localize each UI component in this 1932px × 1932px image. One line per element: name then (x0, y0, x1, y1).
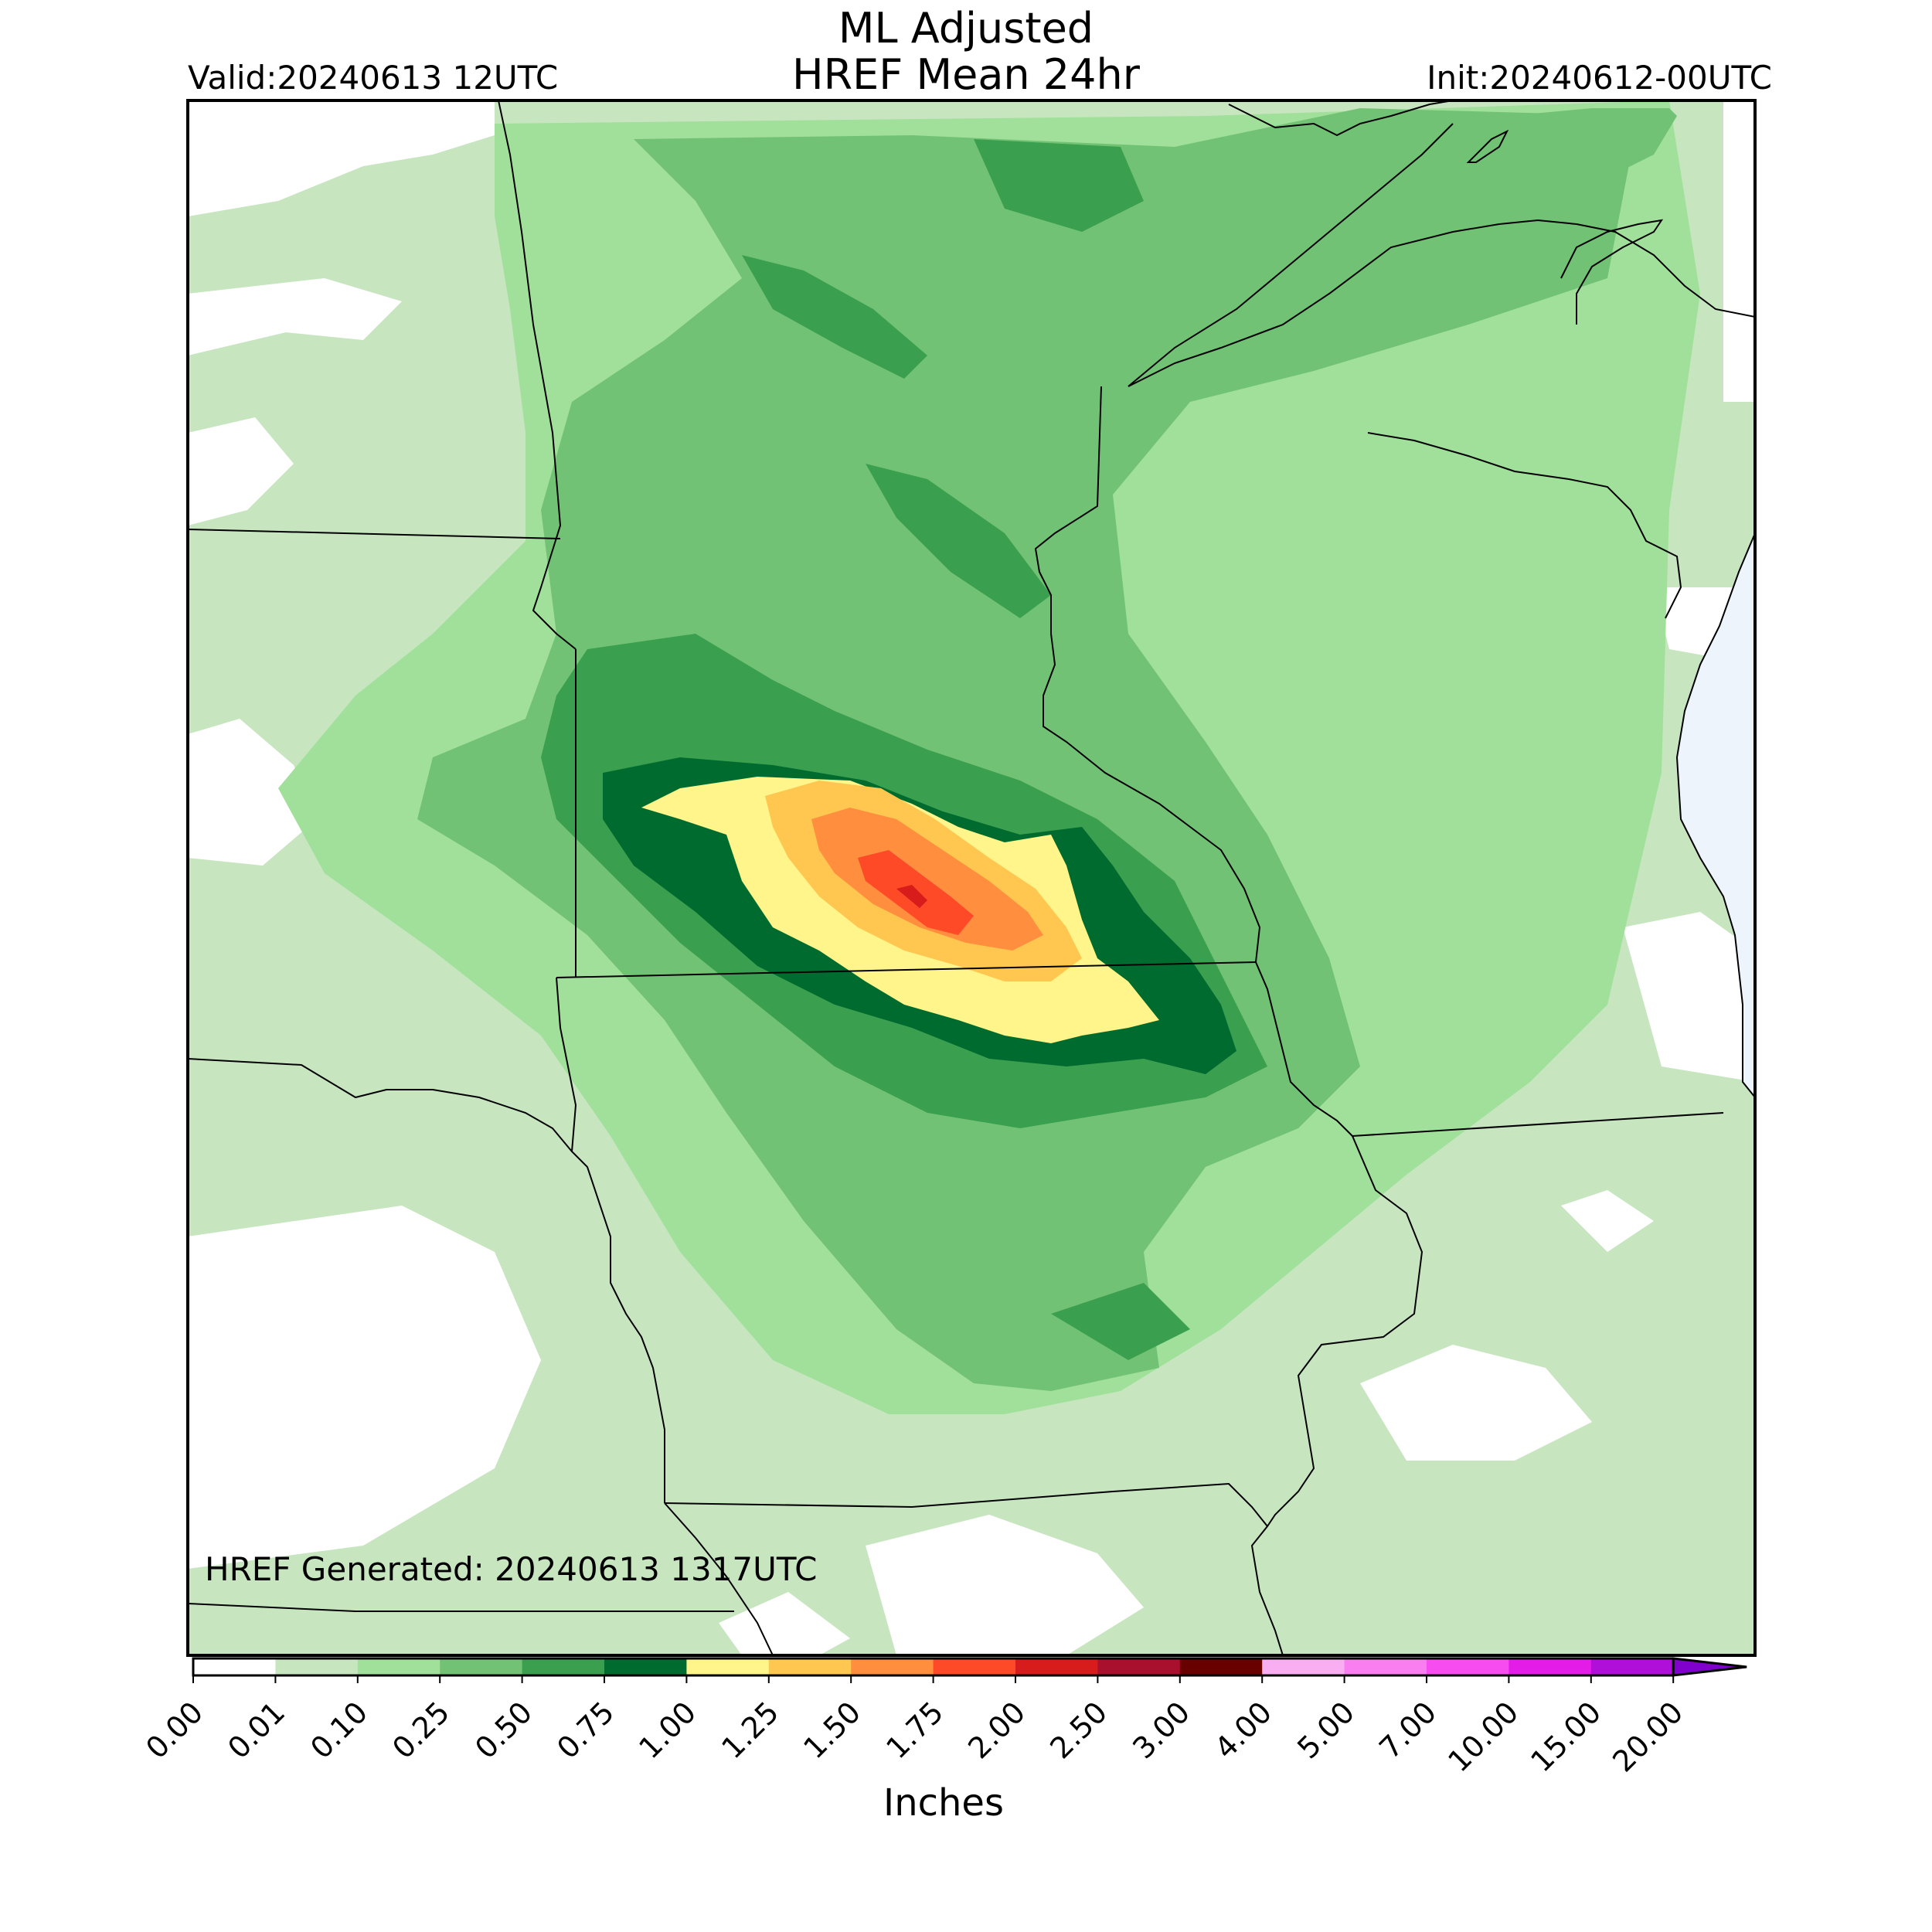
lake-superior-south-shore (1128, 219, 1755, 387)
colorbar-units-label: Inches (883, 1781, 1004, 1825)
mississippi-river (1250, 961, 1423, 1655)
state-borders (188, 100, 1755, 1655)
colorbar-swatch (604, 1658, 687, 1675)
colorbar-swatch (768, 1658, 852, 1675)
colorbar-swatch (440, 1658, 523, 1675)
colorbar-swatch (1015, 1658, 1098, 1675)
isle-royale (1466, 129, 1509, 163)
precip-field-0-50-streaks (742, 139, 1190, 1360)
precip-field-2-00 (896, 885, 927, 908)
colorbar-swatch (1344, 1658, 1427, 1675)
wisconsin-illinois-border (1352, 1112, 1724, 1137)
lake-superior (1128, 108, 1677, 386)
precip-field-0-25 (417, 108, 1638, 1391)
colorbar-swatch (522, 1658, 605, 1675)
missouri-river-south (664, 1502, 774, 1655)
colorbar-swatch (1097, 1658, 1181, 1675)
lake-michigan-west-shore (1675, 532, 1755, 1098)
colorbar-swatch (933, 1658, 1016, 1675)
colorbar-swatch (1590, 1658, 1674, 1675)
generated-time-label: HREF Generated: 20240613 1317UTC (205, 1550, 818, 1588)
sd-nebraska-border (188, 1058, 573, 1152)
minnesota-wisconsin-border (1034, 386, 1261, 963)
colorbar (192, 1657, 1747, 1683)
map-title-line-1: ML Adjusted (838, 4, 1094, 53)
map-title-line-2: HREF Mean 24hr (792, 50, 1140, 99)
map-frame (186, 99, 1757, 1657)
wisconsin-michigan-border (1367, 432, 1682, 619)
north-dakota-minnesota-border (498, 100, 577, 650)
colorbar-swatch (193, 1658, 276, 1675)
colorbar-swatch (686, 1658, 770, 1675)
colorbar-swatch (1179, 1658, 1263, 1675)
colorbar-swatch (1427, 1658, 1509, 1675)
valid-time-label: Valid:20240613 12UTC (188, 59, 559, 97)
colorbar-extend-arrow (1672, 1657, 1747, 1677)
lake-michigan (1677, 533, 1755, 1097)
lake-superior-shore (1128, 123, 1454, 387)
iowa-missouri-border (664, 1482, 1268, 1527)
init-time-label: Init:20240612-00UTC (1427, 59, 1772, 97)
iowa-west-border (556, 977, 665, 1503)
nd-sd-border (188, 529, 561, 539)
colorbar-swatch (275, 1658, 359, 1675)
keweenaw-peninsula (1560, 219, 1664, 325)
minnesota-iowa-border (556, 961, 1257, 978)
map-field (188, 100, 1755, 1655)
nebraska-kansas-border (188, 1603, 734, 1612)
minnesota-ontario-border (1228, 100, 1454, 137)
colorbar-swatch (851, 1658, 934, 1675)
colorbar-swatch (1262, 1658, 1345, 1675)
colorbar-swatch (357, 1658, 440, 1675)
colorbar-swatch (1509, 1658, 1592, 1675)
